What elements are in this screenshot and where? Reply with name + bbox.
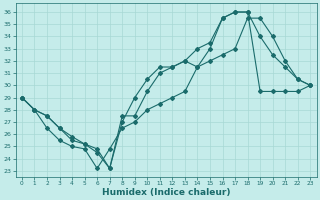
X-axis label: Humidex (Indice chaleur): Humidex (Indice chaleur) (102, 188, 230, 197)
